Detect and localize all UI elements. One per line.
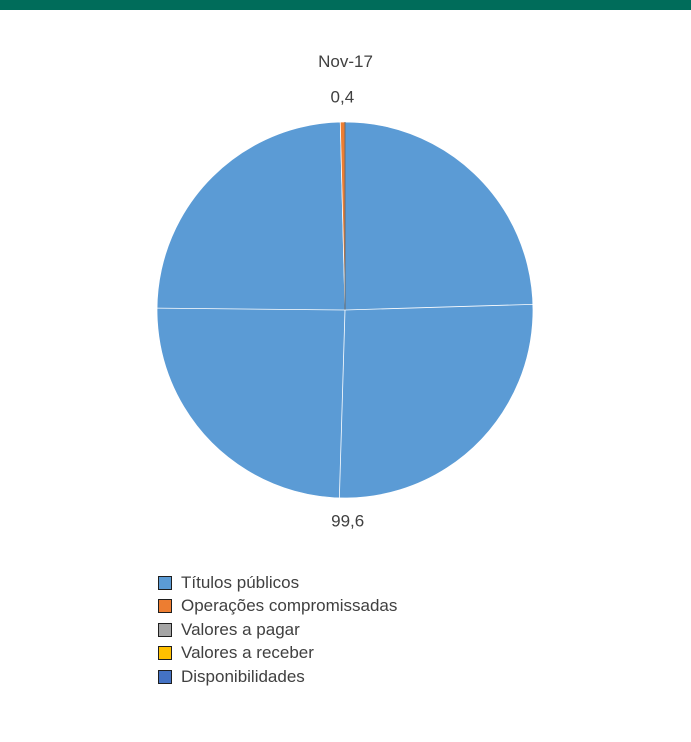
data-label-1: 99,6 [331,511,364,530]
legend-swatch [158,622,172,637]
legend-swatch [158,646,172,661]
legend-swatch [158,575,172,590]
legend-label: Disponibilidades [181,666,305,686]
pie-guide-line [338,309,346,498]
data-label-2: 0,4 [331,88,355,107]
legend-item-disponibilidades: Disponibilidades [158,665,397,689]
pie-guide-line [344,303,533,311]
pie-guide-line [157,307,346,311]
legend-label: Valores a receber [181,643,314,663]
legend-item-operacoes-compromissadas: Operações compromissadas [158,595,397,619]
top-banner-bar [0,0,691,10]
chart-title: Nov-17 [318,52,373,71]
legend-item-titulos-publicos: Títulos públicos [158,571,397,595]
legend-label: Operações compromissadas [181,596,398,616]
legend-label: Títulos públicos [181,572,300,592]
legend-item-valores-a-pagar: Valores a pagar [158,618,397,642]
legend-item-valores-a-receber: Valores a receber [158,642,397,666]
legend-swatch [158,669,172,684]
legend-label: Valores a pagar [181,619,300,639]
legend-swatch [158,599,172,614]
chart-legend: Títulos públicos Operações compromissada… [158,571,397,689]
